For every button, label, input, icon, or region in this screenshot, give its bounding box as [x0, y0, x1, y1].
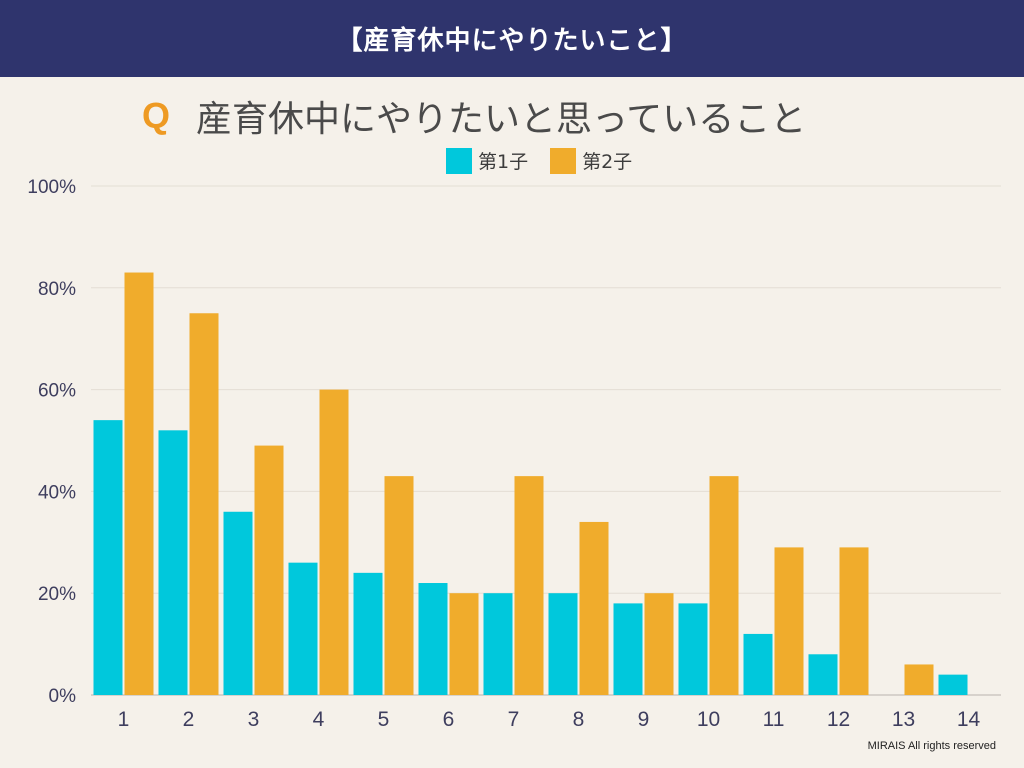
y-tick-label: 0% [49, 686, 77, 707]
x-tick-label: 1 [118, 708, 130, 731]
x-tick-label: 4 [313, 708, 325, 731]
bar-series1-cat7 [483, 593, 513, 695]
x-tick-label: 8 [573, 708, 585, 731]
bar-series1-cat6 [418, 583, 448, 695]
bar-series1-cat4 [288, 562, 318, 695]
bar-series1-cat9 [613, 603, 643, 695]
x-tick-label: 3 [248, 708, 260, 731]
bar-series2-cat5 [384, 476, 414, 695]
x-tick-label: 14 [957, 708, 981, 731]
bar-series2-cat1 [124, 272, 154, 695]
x-tick-label: 12 [827, 708, 850, 731]
bar-series2-cat4 [319, 389, 349, 695]
y-tick-label: 80% [38, 279, 76, 300]
bar-series1-cat12 [808, 654, 838, 695]
legend-item-series-1: 第1子 [446, 147, 528, 174]
bar-series2-cat13 [904, 664, 934, 695]
chart-legend: 第1子 第2子 [446, 147, 654, 174]
bar-series1-cat3 [223, 511, 253, 695]
x-tick-label: 11 [763, 708, 785, 731]
question-mark: Q [142, 95, 171, 136]
y-tick-label: 20% [38, 584, 76, 605]
bar-series1-cat2 [158, 430, 188, 695]
bar-series1-cat8 [548, 593, 578, 695]
bar-series1-cat11 [743, 633, 773, 695]
copyright-text: MIRAIS All rights reserved [867, 740, 996, 752]
legend-item-series-2: 第2子 [550, 147, 632, 174]
legend-swatch-series-2 [550, 147, 577, 174]
legend-label-series-1: 第1子 [478, 151, 529, 173]
y-tick-label: 60% [38, 381, 76, 402]
bar-series2-cat9 [644, 593, 674, 695]
x-tick-label: 10 [697, 708, 720, 731]
bar-series2-cat11 [774, 547, 804, 695]
x-tick-label: 13 [892, 708, 915, 731]
bar-series2-cat6 [449, 593, 479, 695]
bar-series2-cat2 [189, 313, 219, 695]
x-tick-label: 7 [508, 708, 520, 731]
bar-series2-cat3 [254, 445, 284, 695]
bar-series1-cat14 [938, 674, 968, 695]
y-tick-label: 100% [27, 177, 76, 198]
question-text: 産育休中にやりたいと思っていること [196, 99, 807, 140]
legend-label-series-2: 第2子 [582, 151, 633, 173]
bar-series1-cat5 [353, 572, 383, 695]
x-tick-label: 6 [443, 708, 455, 731]
legend-swatch-series-1 [446, 147, 472, 174]
x-tick-label: 9 [638, 708, 650, 731]
x-tick-label: 2 [183, 708, 195, 731]
question-title: Q 産育休中にやりたいと思っていること [142, 92, 806, 140]
bar-series2-cat12 [839, 547, 869, 695]
header-title: 【産育休中にやりたいこと】 [336, 26, 688, 56]
bar-series2-cat10 [709, 476, 739, 695]
header-banner: 【産育休中にやりたいこと】 [0, 0, 1024, 77]
bar-series2-cat8 [579, 521, 609, 695]
x-tick-label: 5 [378, 708, 390, 731]
y-tick-label: 40% [38, 482, 76, 503]
bar-series2-cat7 [514, 476, 544, 695]
bar-series1-cat10 [678, 603, 708, 695]
bar-series1-cat1 [93, 420, 123, 695]
